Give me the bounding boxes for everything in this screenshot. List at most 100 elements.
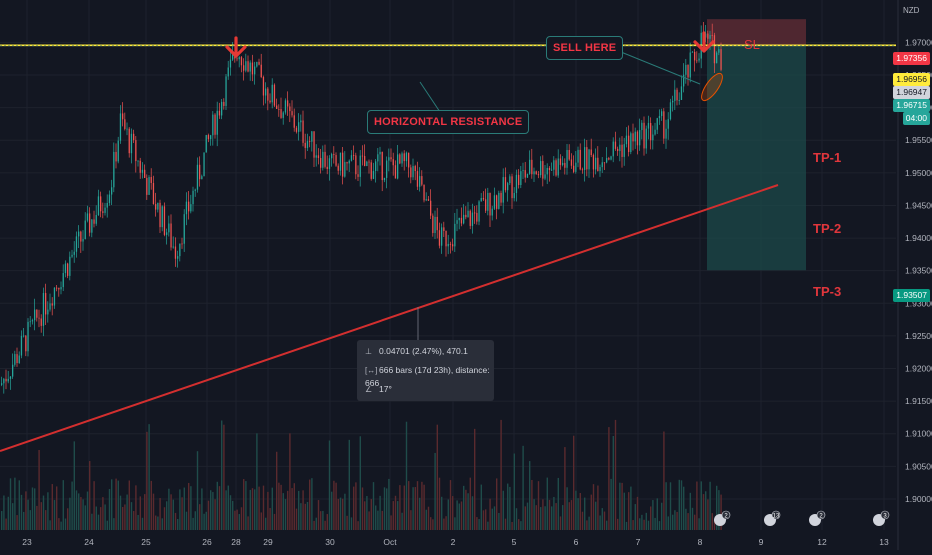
event-badges[interactable]: 2 13 2 3 [714, 510, 890, 526]
candle-body [212, 114, 214, 136]
down-arrow-icon[interactable] [225, 36, 247, 58]
volume-bar [700, 481, 702, 530]
volume-bar [258, 486, 260, 530]
candle-body [399, 154, 401, 164]
volume-bar [553, 496, 555, 530]
candle-body [78, 231, 80, 237]
volume-bar [544, 506, 546, 530]
candle-body [471, 212, 474, 226]
candle-body [478, 201, 480, 222]
volume-bar [229, 495, 232, 530]
candle-body [161, 206, 163, 228]
candle-body [513, 192, 515, 199]
volume-bar [203, 513, 205, 530]
candle-body [45, 293, 47, 315]
candle-body [69, 256, 71, 276]
candle-body [111, 187, 113, 195]
sell-here-callout[interactable]: SELL HERE [546, 36, 624, 60]
volume-bar [368, 511, 370, 530]
candle-body [443, 227, 445, 232]
event-count-badge[interactable] [771, 510, 781, 520]
candle-body [91, 219, 93, 233]
candle-body [168, 223, 170, 233]
candle-body [284, 100, 287, 113]
candle-body [520, 171, 522, 185]
volume-bar [216, 481, 218, 530]
bar-countdown-label: 04:00 [902, 112, 930, 125]
time-tick-label: 5 [512, 537, 517, 547]
price-tick-label: 1.91000 [905, 429, 932, 439]
candle-body [416, 171, 419, 187]
volume-bar [207, 500, 210, 530]
arrow-markers[interactable] [225, 31, 715, 58]
volume-bar [603, 511, 606, 530]
candle-body [694, 51, 696, 61]
volume-bar [179, 489, 181, 530]
candle-body [654, 129, 656, 135]
candle-body [60, 287, 62, 290]
volume-bar [102, 497, 104, 530]
down-arrow-icon[interactable] [693, 31, 715, 53]
volume-bar [273, 513, 276, 530]
event-count-badge[interactable] [721, 510, 731, 520]
candle-body [146, 177, 148, 195]
candle-body [372, 171, 375, 179]
candle-body [188, 201, 190, 212]
time-axis[interactable]: 23 24 25 26 28 29 30 Oct 2 5 6 7 8 9 12 13 [22, 537, 889, 547]
candle-body [361, 155, 364, 157]
volume-bar [480, 484, 482, 530]
volume-bar [36, 505, 38, 530]
volume-bar [645, 512, 647, 530]
volume-bar [447, 499, 449, 530]
horizontal-resistance-callout[interactable]: HORIZONTAL RESISTANCE [367, 110, 530, 134]
event-count-badge[interactable] [816, 510, 826, 520]
candle-body [553, 160, 555, 170]
volume-bar [311, 478, 313, 530]
volume-bar [511, 521, 513, 530]
volume-bar [166, 501, 168, 530]
volume-bar [159, 498, 161, 530]
volume-bar [564, 447, 566, 530]
stop-loss-zone[interactable] [707, 19, 806, 46]
candle-body [23, 335, 25, 337]
candle-body [401, 153, 403, 164]
volume-bar [106, 520, 108, 530]
volume-bar [133, 511, 135, 530]
price-tick-label: 1.93500 [905, 266, 932, 276]
ascending-trendline[interactable] [0, 184, 779, 452]
event-count-badge[interactable] [880, 510, 890, 520]
take-profit-zone[interactable] [707, 45, 806, 271]
sell-zone-ellipse[interactable] [698, 70, 726, 103]
candle-body [122, 113, 124, 120]
candle-body [628, 135, 630, 153]
candle-body [304, 142, 306, 148]
volume-bar [56, 486, 58, 530]
candle-body [480, 198, 482, 202]
volume-bar [181, 497, 183, 530]
volume-bar [601, 508, 603, 530]
volume-bar [493, 506, 496, 530]
candle-body [25, 335, 27, 352]
position-zones[interactable] [707, 19, 806, 271]
volume-bar [67, 508, 69, 530]
candle-body [159, 202, 161, 228]
stop-loss-label: SL [744, 37, 760, 52]
drawn-lines[interactable] [0, 44, 896, 452]
candle-body [172, 246, 174, 248]
volume-bar [262, 485, 265, 530]
volume-bar [328, 440, 331, 530]
volume-bar [465, 489, 467, 530]
volume-bar [284, 499, 287, 530]
candle-body [595, 157, 597, 170]
candle-body [454, 223, 456, 247]
candle-body [370, 162, 372, 179]
volume-bar [141, 517, 144, 530]
time-tick-label: 8 [698, 537, 703, 547]
volume-bar [192, 517, 194, 530]
volume-bar [317, 500, 320, 530]
candle-body [592, 155, 595, 170]
candle-body [392, 159, 394, 166]
volume-bar [95, 506, 97, 530]
